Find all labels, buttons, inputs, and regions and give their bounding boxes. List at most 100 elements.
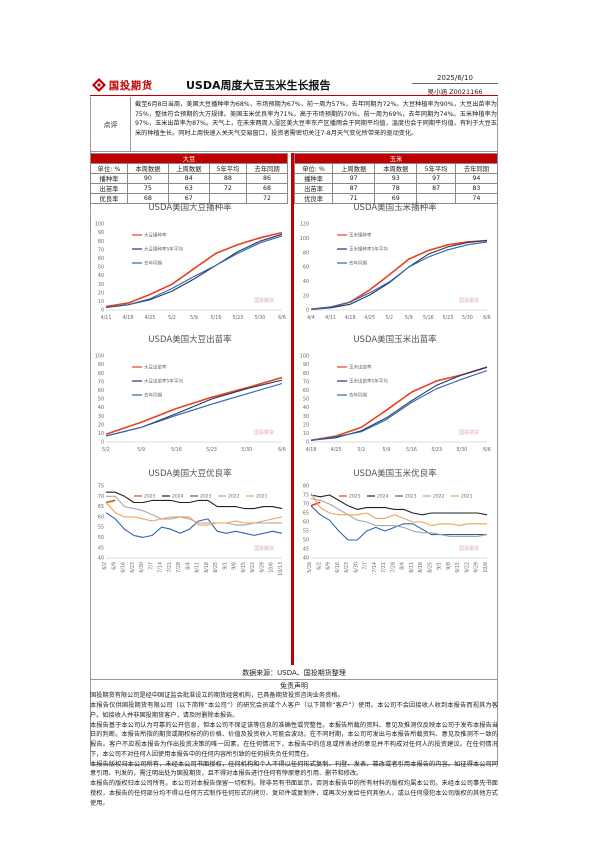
- table-cell: [208, 193, 248, 204]
- table-cell: 优良率: [293, 193, 334, 204]
- x-tick-label: 8/18: [418, 562, 424, 573]
- watermark: 国投期货: [459, 545, 479, 552]
- y-tick-label: 40: [98, 273, 104, 279]
- disclaimer-paragraph: 本报告基于本公司认为可靠的公开信息，但本公司不保证该等信息的准确性或完整性。本报…: [90, 721, 498, 758]
- series-line: [310, 241, 488, 310]
- soybean-col-header: 单位: %: [90, 163, 128, 174]
- series-line: [105, 512, 283, 538]
- table-cell: 72: [208, 183, 248, 194]
- x-tick-label: 6/6: [483, 447, 491, 453]
- table-cell: 86: [246, 173, 288, 184]
- x-tick-label: 4/18: [345, 315, 356, 321]
- y-tick-label: 0: [306, 308, 309, 314]
- table-row: 播种率 97 93 97 94: [293, 173, 499, 184]
- report-page: 国投期货 SDIC FUTURES USDA周度大豆玉米生长报告 2025/6/…: [90, 72, 499, 807]
- legend-label: 2024: [172, 494, 184, 500]
- table-cell: 87: [416, 183, 456, 194]
- x-tick-label: 5/9: [137, 447, 145, 453]
- y-tick-label: 90: [98, 362, 104, 368]
- table-cell: 97: [332, 173, 376, 184]
- y-tick-label: 70: [303, 379, 309, 385]
- y-tick-label: 50: [98, 535, 104, 541]
- legend-label: 2021: [256, 494, 268, 500]
- x-tick-label: 6/6: [278, 315, 286, 321]
- soybean-col-header: 去年同期: [246, 163, 288, 174]
- series-line: [310, 494, 488, 516]
- x-tick-label: 4/18: [123, 315, 134, 321]
- x-tick-label: 6/2: [102, 562, 108, 570]
- x-tick-label: 10/13: [278, 562, 284, 576]
- y-tick-label: 60: [303, 265, 309, 271]
- summary-label: 点评: [91, 97, 131, 152]
- x-tick-label: 7/21: [167, 562, 173, 573]
- legend-label: 2023: [200, 494, 212, 500]
- x-tick-label: 6/16: [335, 562, 341, 573]
- table-cell: 播种率: [90, 173, 128, 184]
- y-tick-label: 65: [303, 511, 309, 517]
- table-row: 优良率 71 69 74: [293, 193, 499, 204]
- corn-table-section: 玉米: [294, 153, 498, 164]
- watermark: 国投期货: [254, 545, 274, 552]
- chart-title: USDA美国大豆出苗率: [148, 334, 232, 345]
- legend-label: 玉米出苗率: [349, 364, 372, 371]
- legend-label: 大豆出苗率5年平均: [144, 378, 183, 385]
- x-tick-label: 9/15: [241, 562, 247, 573]
- table-cell: 出苗率: [90, 183, 128, 194]
- legend-label: 2022: [433, 494, 445, 500]
- y-tick-label: 100: [300, 236, 309, 242]
- x-tick-label: 9/15: [455, 562, 461, 573]
- y-tick-label: 55: [303, 529, 309, 535]
- y-tick-label: 65: [98, 504, 104, 510]
- report-header: 国投期货 SDIC FUTURES USDA周度大豆玉米生长报告 2025/6/…: [90, 72, 498, 96]
- logo-text-en: SDIC FUTURES: [109, 88, 139, 92]
- legend-label: 2021: [461, 494, 473, 500]
- report-author: 吴小涵 Z0021166: [427, 88, 483, 96]
- x-tick-label: 7/28: [390, 562, 396, 573]
- legend-label: 2025: [144, 494, 156, 500]
- soybean-table-section: 大豆: [90, 153, 288, 164]
- x-tick-label: 9/22: [250, 562, 256, 573]
- soybean-col-header: 5年平均: [208, 163, 248, 174]
- y-tick-label: 50: [98, 397, 104, 403]
- y-tick-label: 100: [300, 354, 309, 360]
- y-tick-label: 70: [303, 502, 309, 508]
- x-tick-label: 9/8: [446, 562, 452, 570]
- table-cell: 90: [127, 173, 169, 184]
- table-cell: 94: [454, 173, 499, 184]
- table-cell: 88: [208, 173, 248, 184]
- table-cell: 74: [454, 193, 499, 204]
- table-cell: 78: [374, 183, 418, 194]
- chart-title: USDA美国玉米优良率: [353, 468, 437, 479]
- table-cell: 87: [332, 183, 376, 194]
- x-tick-label: 7/21: [381, 562, 387, 573]
- x-tick-label: 4/25: [364, 315, 375, 321]
- line-chart: USDA美国大豆播种率 0 10 20 30 40 50 60 70 80 90 100 4/11 4/1…: [95, 202, 286, 321]
- x-tick-label: 5/30: [456, 447, 467, 453]
- corn-col-header: 本周数据: [374, 163, 418, 174]
- table-cell: 68: [246, 183, 288, 194]
- table-row: 出苗率 87 78 87 83: [293, 183, 499, 194]
- series-line: [105, 231, 283, 308]
- x-tick-label: 6/30: [139, 562, 145, 573]
- y-tick-label: 100: [95, 222, 104, 228]
- corn-col-header: 5年平均: [416, 163, 456, 174]
- y-tick-label: 10: [98, 431, 104, 437]
- y-tick-label: 0: [101, 440, 104, 446]
- chart-title: USDA美国大豆播种率: [148, 202, 232, 213]
- series-line: [310, 492, 487, 527]
- x-tick-label: 9/1: [437, 562, 443, 570]
- y-tick-label: 40: [98, 556, 104, 562]
- y-tick-label: 80: [303, 250, 309, 256]
- legend-label: 2024: [377, 494, 389, 500]
- series-line: [105, 379, 283, 437]
- logo-mark-icon: [92, 78, 106, 92]
- x-tick-label: 7/14: [158, 562, 164, 573]
- x-tick-label: 5/2: [385, 315, 393, 321]
- y-tick-label: 50: [98, 265, 104, 271]
- y-tick-label: 70: [98, 379, 104, 385]
- y-tick-label: 80: [303, 371, 309, 377]
- legend-label: 玉米播种率: [349, 232, 372, 239]
- chart-title: USDA美国玉米出苗率: [353, 334, 437, 345]
- legend-label: 玉米出苗率5年平均: [349, 378, 388, 385]
- y-tick-label: 50: [303, 397, 309, 403]
